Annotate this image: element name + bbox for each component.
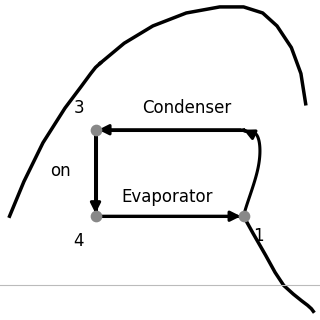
Text: Condenser: Condenser — [142, 99, 231, 117]
Text: 3: 3 — [73, 99, 84, 117]
Text: 4: 4 — [74, 232, 84, 250]
Text: Evaporator: Evaporator — [121, 188, 213, 206]
Point — [93, 127, 98, 132]
Text: on: on — [50, 162, 70, 180]
Point — [93, 214, 98, 219]
Point — [241, 214, 246, 219]
Text: 1: 1 — [253, 227, 264, 244]
